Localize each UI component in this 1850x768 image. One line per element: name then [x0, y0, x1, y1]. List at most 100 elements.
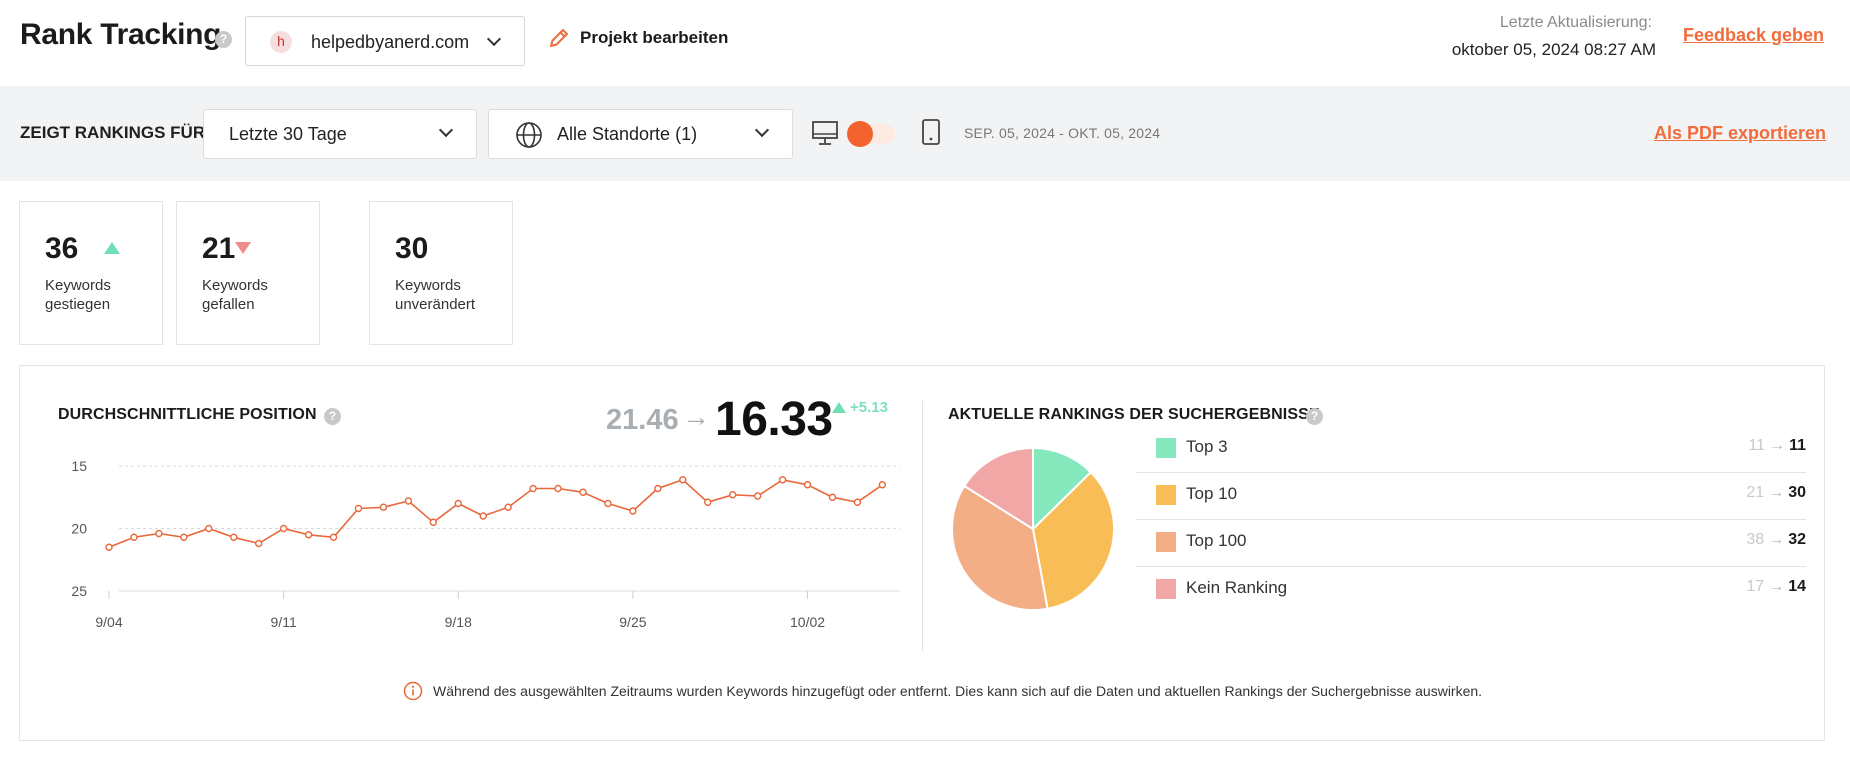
triangle-up-icon	[104, 242, 120, 254]
stat-value: 36	[45, 232, 79, 265]
data-point[interactable]	[254, 539, 263, 548]
data-point[interactable]	[629, 507, 637, 515]
data-point[interactable]	[778, 476, 787, 484]
data-point[interactable]	[230, 533, 238, 541]
period-select[interactable]: Letzte 30 Tage	[203, 109, 477, 159]
data-point[interactable]	[205, 524, 213, 533]
help-icon[interactable]: ?	[324, 408, 341, 425]
legend-arrow: →	[1769, 437, 1786, 454]
avg-position-line-chart: 15 20 25 9/04 9/11 9/18 9/25 10/02	[71, 458, 900, 630]
data-point[interactable]	[753, 492, 762, 500]
filter-label: ZEIGT RANKINGS FÜR:	[20, 123, 211, 142]
pie-slice[interactable]	[962, 446, 1034, 531]
data-point[interactable]	[728, 491, 737, 499]
data-point[interactable]	[504, 503, 512, 511]
notice-text: Während des ausgewählten Zeitraums wurde…	[433, 683, 1483, 699]
chevron-down-icon	[754, 122, 770, 138]
help-icon[interactable]: ?	[1306, 408, 1323, 425]
stat-value: 21	[202, 232, 236, 265]
avg-position-delta: +5.13	[850, 399, 888, 416]
data-point[interactable]	[105, 543, 113, 551]
data-point[interactable]	[180, 533, 188, 541]
x-tick-label: 10/02	[790, 614, 825, 630]
series-line	[108, 478, 883, 549]
x-tick-label: 9/11	[271, 614, 297, 630]
stat-label: Keywords gefallen	[202, 277, 268, 313]
data-point[interactable]	[828, 493, 837, 501]
data-point[interactable]	[579, 488, 587, 496]
data-point[interactable]	[354, 504, 363, 513]
data-point[interactable]	[454, 499, 462, 508]
period-value: Letzte 30 Tage	[229, 124, 347, 144]
data-point[interactable]	[679, 476, 687, 484]
triangle-down-icon	[235, 242, 251, 254]
legend-previous-value: 21	[1746, 484, 1765, 501]
data-point[interactable]	[604, 499, 612, 508]
chevron-down-icon	[486, 31, 502, 47]
rankings-title: AKTUELLE RANKINGS DER SUCHERGEBNISSE	[948, 406, 1320, 423]
data-point[interactable]	[404, 497, 413, 505]
legend-previous-value: 11	[1748, 437, 1766, 454]
data-point[interactable]	[304, 531, 313, 539]
edit-project-label: Projekt bearbeiten	[580, 28, 729, 47]
data-point[interactable]	[279, 524, 288, 533]
toggle-knob	[847, 121, 873, 147]
filter-bar: ZEIGT RANKINGS FÜR: Letzte 30 Tage Alle …	[0, 86, 1850, 181]
stat-card-down: 21 Keywords gefallen	[176, 201, 320, 345]
y-tick-label: 20	[71, 521, 87, 537]
data-notice: Während des ausgewählten Zeitraums wurde…	[403, 681, 1482, 701]
data-point[interactable]	[479, 512, 487, 520]
help-icon[interactable]: ?	[215, 31, 232, 48]
data-point[interactable]	[329, 533, 338, 541]
avg-position-arrow: →	[682, 401, 710, 432]
avg-position-old: 21.46	[606, 404, 679, 436]
device-toggle[interactable]	[845, 120, 897, 148]
desktop-icon[interactable]	[811, 119, 839, 147]
pie-slice[interactable]	[1032, 446, 1093, 532]
feedback-link[interactable]: Feedback geben	[1682, 25, 1824, 45]
export-pdf-link[interactable]: Als PDF exportieren	[1653, 123, 1826, 143]
info-icon	[403, 681, 423, 701]
pie-slice[interactable]	[951, 484, 1049, 611]
legend-arrow: →	[1768, 531, 1785, 548]
legend-current-value: 30	[1788, 484, 1806, 501]
stat-card-unchanged: 30 Keywords unverändert	[369, 201, 513, 345]
legend-label: Kein Ranking	[1186, 578, 1288, 597]
pencil-icon	[550, 29, 568, 47]
y-tick-label: 25	[71, 583, 87, 599]
legend-values: 17 → 14	[1746, 578, 1806, 596]
legend-swatch	[1156, 438, 1176, 458]
data-point[interactable]	[853, 498, 862, 506]
y-tick-label: 15	[71, 458, 87, 474]
data-point[interactable]	[704, 498, 712, 506]
domain-name: helpedbyanerd.com	[311, 32, 470, 52]
legend-arrow: →	[1768, 578, 1785, 595]
data-point[interactable]	[529, 484, 537, 493]
data-point[interactable]	[155, 529, 163, 538]
stat-label: Keywords gestiegen	[45, 277, 111, 313]
legend-current-value: 11	[1789, 437, 1806, 454]
avg-position-title: DURCHSCHNITTLICHE POSITION	[58, 406, 317, 423]
legend-current-value: 32	[1788, 531, 1806, 548]
location-select[interactable]: Alle Standorte (1)	[488, 109, 793, 159]
location-value: Alle Standorte (1)	[557, 124, 698, 144]
data-point[interactable]	[878, 481, 887, 489]
data-point[interactable]	[429, 518, 438, 526]
avg-position-new: 16.33	[715, 393, 833, 446]
legend-swatch	[1156, 579, 1176, 599]
data-point[interactable]	[554, 484, 562, 493]
rankings-legend: Top 3 11 → 11 Top 10 21 → 30 Top 100 38 → 32 Kein Ra…	[1136, 426, 1806, 614]
data-point[interactable]	[130, 533, 138, 541]
date-range: SEP. 05, 2024 - OKT. 05, 2024	[964, 125, 1161, 141]
last-update-label: Letzte Aktualisierung:	[1499, 14, 1652, 31]
edit-project-button[interactable]: Projekt bearbeiten	[548, 24, 728, 52]
data-point[interactable]	[379, 503, 388, 511]
triangle-up-icon	[832, 402, 846, 413]
legend-previous-value: 38	[1746, 531, 1765, 548]
data-point[interactable]	[654, 484, 662, 493]
legend-swatch	[1156, 485, 1176, 505]
domain-select[interactable]: h helpedbyanerd.com	[245, 16, 525, 66]
pie-slice[interactable]	[1031, 470, 1115, 610]
data-point[interactable]	[803, 481, 812, 489]
mobile-icon[interactable]	[920, 118, 942, 146]
